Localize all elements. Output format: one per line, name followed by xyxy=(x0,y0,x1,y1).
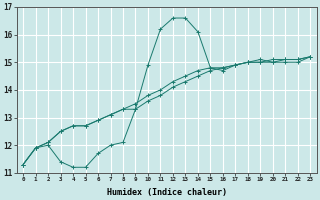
X-axis label: Humidex (Indice chaleur): Humidex (Indice chaleur) xyxy=(107,188,227,197)
